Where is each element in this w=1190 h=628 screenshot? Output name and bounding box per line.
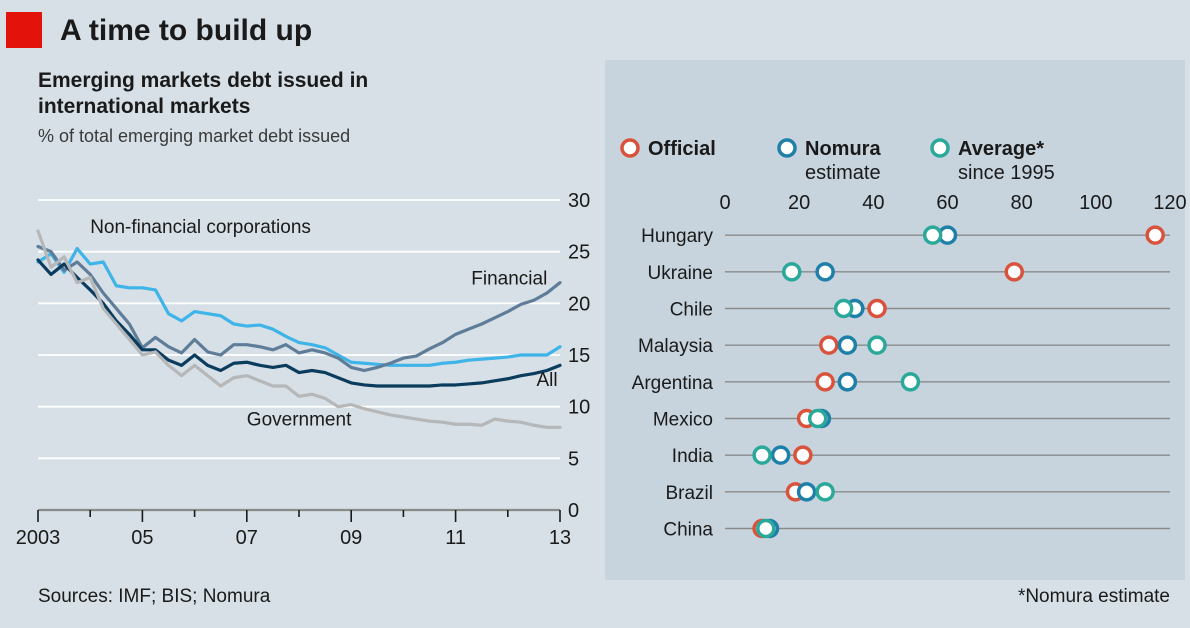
charts-svg: 05101520253020030507091113Non-financial … [0, 0, 1190, 628]
svg-text:Official: Official [648, 138, 716, 160]
dot-ukraine-official [1006, 264, 1022, 280]
dot-india-nomura [773, 447, 789, 463]
legend-marker-official [622, 140, 638, 156]
svg-text:120: 120 [1153, 192, 1186, 214]
svg-text:All: All [537, 370, 558, 391]
svg-text:since 1995: since 1995 [958, 162, 1055, 184]
svg-text:Government: Government [247, 409, 352, 430]
dot-india-official [795, 447, 811, 463]
svg-text:Chile: Chile [670, 300, 713, 321]
dot-malaysia-average [869, 337, 885, 353]
svg-text:40: 40 [862, 192, 884, 214]
svg-text:07: 07 [236, 527, 258, 549]
dot-hungary-official [1147, 227, 1163, 243]
dot-malaysia-nomura [839, 337, 855, 353]
dot-chile-official [869, 301, 885, 317]
dot-mexico-average [810, 411, 826, 427]
svg-text:13: 13 [549, 527, 571, 549]
svg-text:Financial: Financial [471, 269, 547, 290]
svg-text:2003: 2003 [16, 527, 61, 549]
dot-argentina-nomura [839, 374, 855, 390]
svg-text:100: 100 [1079, 192, 1112, 214]
svg-text:09: 09 [340, 527, 362, 549]
dot-malaysia-official [821, 337, 837, 353]
svg-text:India: India [672, 446, 714, 467]
svg-text:20: 20 [788, 192, 810, 214]
legend-marker-nomura-estimate [779, 140, 795, 156]
svg-text:Non-financial corporations: Non-financial corporations [90, 217, 311, 238]
dot-india-average [754, 447, 770, 463]
dot-ukraine-nomura [817, 264, 833, 280]
svg-text:Ukraine: Ukraine [648, 263, 713, 284]
svg-text:05: 05 [131, 527, 153, 549]
svg-text:Malaysia: Malaysia [638, 336, 713, 357]
svg-text:60: 60 [936, 192, 958, 214]
svg-text:Brazil: Brazil [665, 483, 713, 504]
dot-brazil-average [817, 484, 833, 500]
svg-text:15: 15 [568, 345, 590, 367]
dot-china-average [758, 521, 774, 537]
svg-text:25: 25 [568, 242, 590, 264]
dot-ukraine-average [784, 264, 800, 280]
svg-text:11: 11 [445, 527, 466, 549]
svg-text:Argentina: Argentina [632, 373, 714, 394]
svg-text:5: 5 [568, 448, 579, 470]
svg-text:Hungary: Hungary [641, 226, 713, 247]
svg-text:Average*: Average* [958, 138, 1044, 160]
svg-text:80: 80 [1011, 192, 1033, 214]
svg-text:0: 0 [568, 500, 579, 522]
svg-text:30: 30 [568, 190, 590, 212]
svg-text:estimate: estimate [805, 162, 881, 184]
svg-text:Nomura: Nomura [805, 138, 881, 160]
dot-hungary-average [925, 227, 941, 243]
svg-text:20: 20 [568, 293, 590, 315]
svg-text:China: China [663, 520, 713, 541]
line-financial [38, 247, 560, 371]
dot-brazil-nomura [799, 484, 815, 500]
svg-text:Mexico: Mexico [653, 410, 713, 431]
svg-text:0: 0 [719, 192, 730, 214]
dot-argentina-average [902, 374, 918, 390]
legend-marker-average-since- [932, 140, 948, 156]
svg-text:10: 10 [568, 397, 590, 419]
dot-argentina-official [817, 374, 833, 390]
dot-chile-average [836, 301, 852, 317]
line-government [38, 231, 560, 427]
